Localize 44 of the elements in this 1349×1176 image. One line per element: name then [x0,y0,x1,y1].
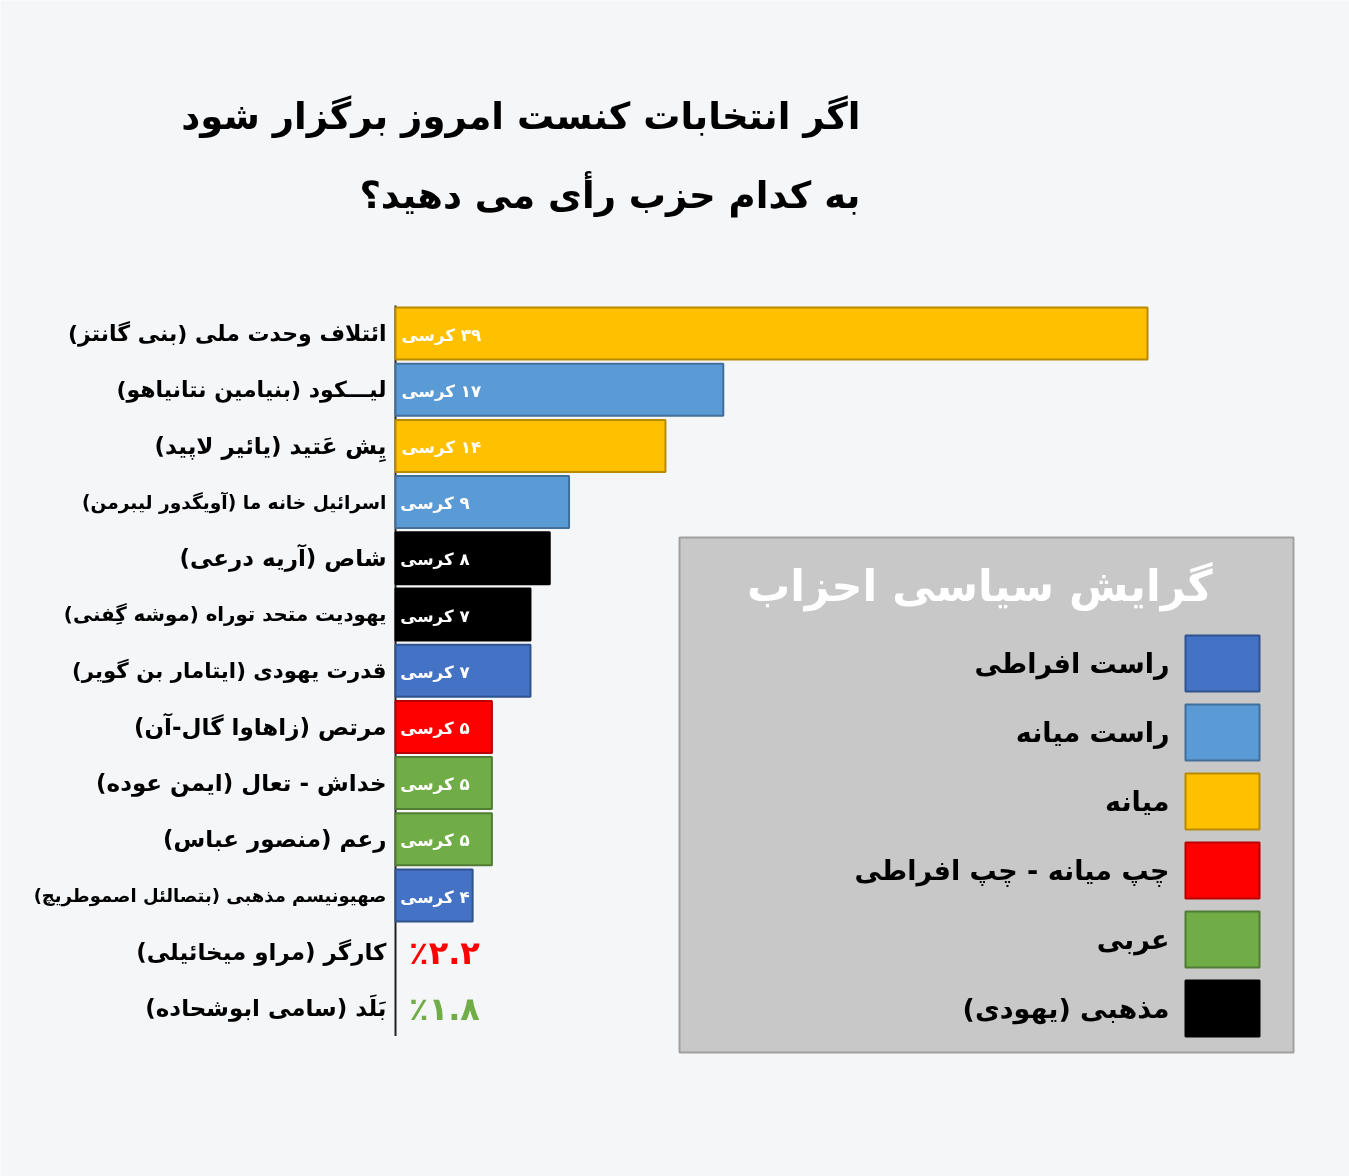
data-label: ۹ کرسی [400,493,470,515]
data-label: ۴ کرسی [400,886,470,908]
legend-label: عربی [1096,924,1170,956]
data-label: ۷ کرسی [400,605,470,627]
y-tick-label: مرتص (زاهاوا گال-آن) [133,711,387,741]
data-label: ۱۴ کرسی [401,436,482,458]
bar [394,475,571,530]
legend-label: چپ میانه - چپ افراطی [854,855,1170,887]
y-tick-label: کارگر (مراو میخائیلی) [136,938,388,966]
y-tick-label: ائتلاف وحدت ملی (بنی گانتز) [68,320,387,347]
legend-label: میانه [1105,786,1170,817]
bar [394,587,532,642]
y-tick-label: یِش عَتید (یائیر لاپید) [154,432,387,463]
y-tick-label: قدرت یهودی (ایتامار بن گویر) [72,658,387,684]
bar [394,418,667,473]
bar [394,531,551,586]
data-label: ۵ کرسی [400,830,470,852]
bar [394,643,532,698]
y-tick-label: شاص (آریه درعی) [179,543,387,573]
y-tick-label: یهودیت متحد توراه (موشه گِفنی) [63,603,387,626]
data-label: ۵ کرسی [400,774,470,796]
bar [394,868,474,923]
legend-label: راست افراطی [974,648,1170,680]
text: ٪۲.۲ [409,933,480,972]
text: ٪۱.۸ [409,989,480,1028]
y-tick-label: خداش - تعال (ایمن عوده) [96,770,387,798]
bar [394,699,493,754]
data-label: ۷ کرسی [400,661,470,683]
data-label: ۸ کرسی [400,549,470,571]
y-tick-label: اسرائیل خانه ما (آویگدور لیبرمن) [82,490,387,514]
y-tick-label: رعم (منصور عباس) [163,826,387,854]
y-tick-label: صهیونیسم مذهبی (بتصالئل اصموطریچ) [33,885,387,907]
bar [394,812,493,867]
bar [394,306,1149,361]
bar [394,362,725,417]
data-label: ۱۷ کرسی [401,380,482,402]
legend-label: مذهبی (یهودی) [962,993,1170,1025]
y-tick-label: بَلَد (سامی ابوشحاده) [145,993,387,1022]
legend-label: راست میانه [1015,717,1170,749]
chart-title: اگر انتخابات کنست امروز برگزار شود به کدام حزب رأی می دهید؟ [181,94,861,219]
data-label: ۵ کرسی [400,717,470,739]
data-label: ۳۹ کرسی [401,324,482,346]
bar [394,756,493,811]
y-tick-label: لیـــکود (بنیامین نتانیاهو) [116,377,387,404]
